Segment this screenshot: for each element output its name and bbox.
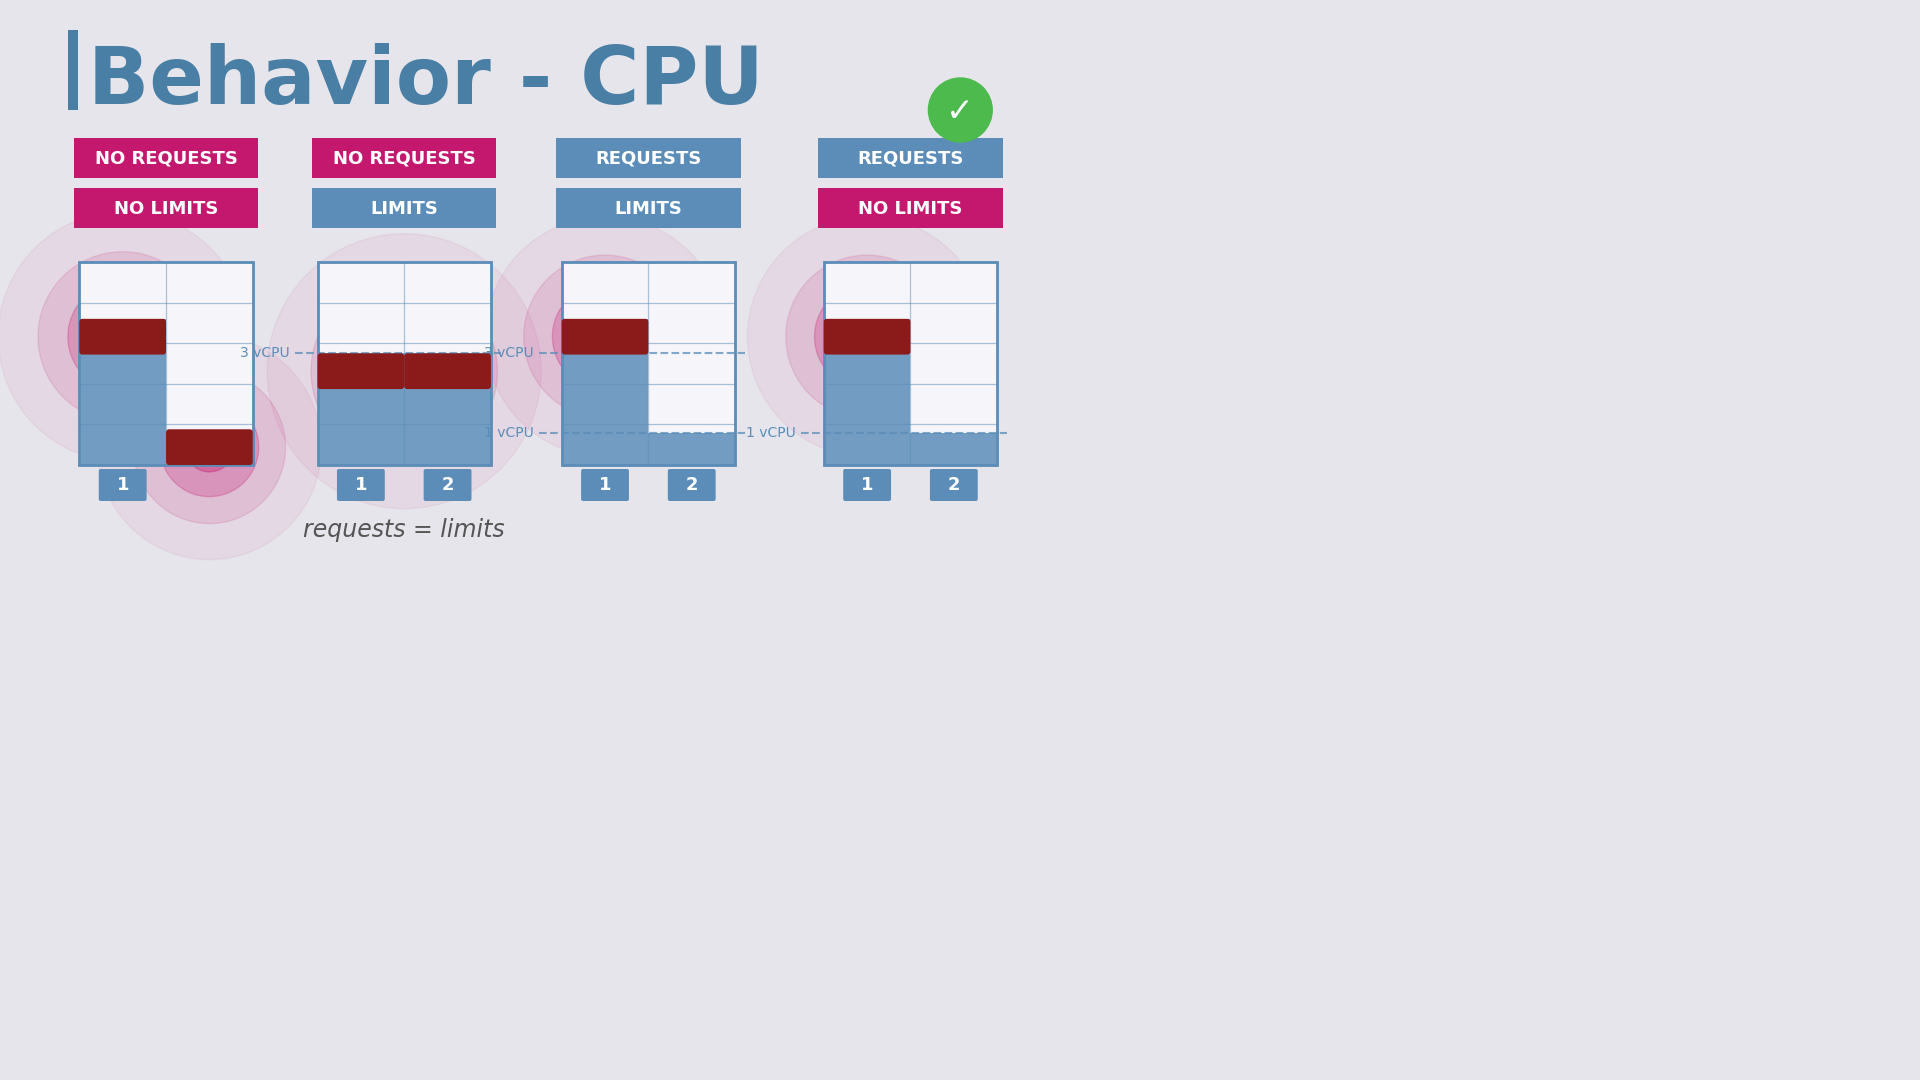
FancyBboxPatch shape [824, 319, 910, 354]
FancyBboxPatch shape [79, 319, 165, 354]
Text: 1: 1 [355, 476, 367, 494]
Circle shape [747, 217, 987, 457]
Text: 2: 2 [442, 476, 453, 494]
Text: NO REQUESTS: NO REQUESTS [332, 150, 476, 168]
FancyBboxPatch shape [98, 469, 146, 501]
FancyBboxPatch shape [824, 262, 996, 465]
Circle shape [67, 282, 177, 392]
Text: REQUESTS: REQUESTS [595, 150, 701, 168]
FancyBboxPatch shape [405, 353, 492, 389]
FancyBboxPatch shape [668, 469, 716, 501]
FancyBboxPatch shape [557, 188, 741, 228]
Text: NO LIMITS: NO LIMITS [113, 200, 219, 218]
Text: NO LIMITS: NO LIMITS [858, 200, 962, 218]
FancyBboxPatch shape [69, 30, 79, 110]
Text: ✓: ✓ [947, 94, 973, 127]
FancyBboxPatch shape [818, 138, 1002, 178]
FancyBboxPatch shape [824, 319, 910, 465]
FancyBboxPatch shape [582, 469, 630, 501]
FancyBboxPatch shape [313, 138, 497, 178]
Circle shape [814, 284, 920, 390]
FancyBboxPatch shape [910, 432, 996, 465]
Text: LIMITS: LIMITS [614, 200, 682, 218]
Circle shape [132, 370, 286, 524]
Text: LIMITS: LIMITS [371, 200, 438, 218]
FancyBboxPatch shape [79, 319, 165, 465]
Text: 1 vCPU: 1 vCPU [747, 426, 797, 440]
Circle shape [841, 310, 893, 363]
FancyBboxPatch shape [79, 262, 253, 465]
FancyBboxPatch shape [424, 469, 472, 501]
Text: 3 vCPU: 3 vCPU [484, 347, 534, 361]
Circle shape [38, 252, 207, 421]
FancyBboxPatch shape [73, 138, 257, 178]
Circle shape [486, 217, 724, 457]
Circle shape [0, 212, 248, 462]
Circle shape [344, 311, 465, 432]
Text: 1: 1 [599, 476, 611, 494]
FancyBboxPatch shape [317, 262, 492, 465]
Circle shape [524, 255, 685, 418]
Text: 1: 1 [117, 476, 129, 494]
Circle shape [785, 255, 948, 418]
Text: requests = limits: requests = limits [303, 518, 505, 542]
Circle shape [374, 341, 434, 402]
FancyBboxPatch shape [818, 188, 1002, 228]
Text: 2: 2 [948, 476, 960, 494]
Text: Behavior - CPU: Behavior - CPU [88, 43, 764, 121]
FancyBboxPatch shape [336, 469, 384, 501]
Circle shape [267, 233, 541, 509]
FancyBboxPatch shape [73, 188, 257, 228]
Text: REQUESTS: REQUESTS [858, 150, 964, 168]
Text: 3 vCPU: 3 vCPU [240, 347, 290, 361]
Circle shape [96, 309, 150, 364]
FancyBboxPatch shape [843, 469, 891, 501]
FancyBboxPatch shape [317, 353, 405, 465]
Text: 2: 2 [685, 476, 699, 494]
FancyBboxPatch shape [317, 353, 405, 389]
FancyBboxPatch shape [405, 353, 492, 465]
FancyBboxPatch shape [313, 188, 497, 228]
FancyBboxPatch shape [929, 469, 977, 501]
FancyBboxPatch shape [649, 432, 735, 465]
Text: 1: 1 [860, 476, 874, 494]
Circle shape [184, 422, 234, 472]
FancyBboxPatch shape [563, 319, 649, 465]
Circle shape [578, 310, 632, 363]
Circle shape [159, 397, 259, 497]
Circle shape [311, 278, 497, 464]
Text: NO REQUESTS: NO REQUESTS [94, 150, 238, 168]
FancyBboxPatch shape [563, 319, 649, 354]
Text: 1 vCPU: 1 vCPU [484, 426, 534, 440]
FancyBboxPatch shape [165, 429, 253, 465]
Circle shape [929, 78, 993, 141]
FancyBboxPatch shape [563, 262, 735, 465]
FancyBboxPatch shape [557, 138, 741, 178]
Circle shape [98, 335, 321, 559]
Circle shape [553, 284, 659, 390]
